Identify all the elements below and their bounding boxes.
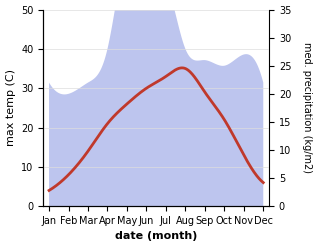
X-axis label: date (month): date (month) xyxy=(115,231,197,242)
Y-axis label: max temp (C): max temp (C) xyxy=(5,69,16,146)
Y-axis label: med. precipitation (kg/m2): med. precipitation (kg/m2) xyxy=(302,42,313,173)
